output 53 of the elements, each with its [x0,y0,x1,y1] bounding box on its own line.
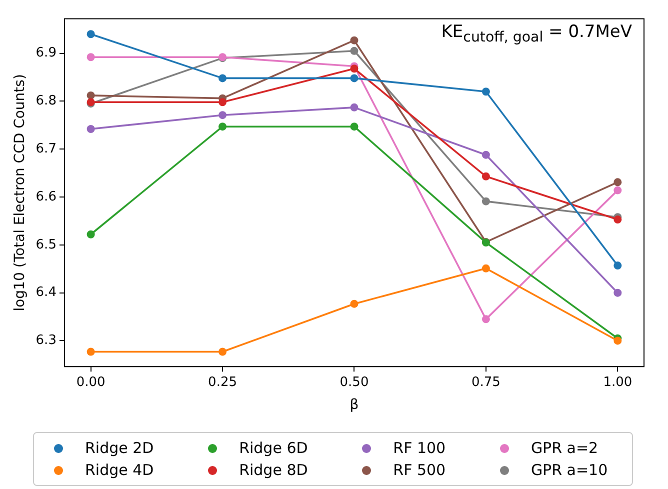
x-tick-label: 0.75 [471,374,500,390]
point [350,64,358,73]
point [86,124,95,133]
point [350,103,358,112]
y-tick-label: 6.8 [36,94,56,109]
x-tick-label: 0.00 [76,374,106,390]
point [218,122,227,131]
point [482,150,490,159]
point [86,91,95,100]
x-axis-title: β [350,397,359,414]
point [218,348,227,356]
point [86,348,95,356]
legend-label: RF 100 [393,439,446,457]
y-axis-title: log10 (Total Electron CCD Counts) [12,74,28,312]
point [482,264,490,272]
x-tick-label: 0.25 [208,374,238,390]
legend-label: Ridge 6D [239,439,308,457]
point [614,178,622,186]
point [614,336,622,345]
point [86,230,95,238]
legend-label: GPR a=10 [530,461,608,479]
y-tick-label: 6.3 [36,333,56,348]
x-tick-label: 1.00 [603,374,632,390]
legend-label: Ridge 2D [85,439,154,457]
point [218,74,227,82]
legend-label: GPR a=2 [530,439,598,457]
point [614,216,622,224]
annotation: KE$_{cutoff, goal}$ = 0.7MeV [441,22,632,46]
point [86,53,95,62]
y-tick-label: 6.7 [36,141,56,156]
y-tick-label: 6.6 [36,189,56,204]
point [482,88,490,96]
point [350,46,358,55]
point [350,122,358,131]
legend-label: Ridge 8D [239,461,308,479]
y-tick-label: 6.4 [36,285,56,300]
point [218,98,227,106]
x-tick-label: 0.50 [340,374,369,390]
point [614,262,622,270]
point [350,36,358,44]
point [614,288,622,297]
legend-label: RF 500 [393,461,446,479]
point [350,300,358,308]
point [482,172,490,180]
point [482,197,490,206]
point [614,186,622,194]
y-tick-label: 6.9 [36,46,56,61]
point [350,74,358,82]
point [482,315,490,324]
y-tick-label: 6.5 [36,237,56,252]
point [86,30,95,38]
point [218,111,227,120]
legend-label: Ridge 4D [85,461,154,479]
